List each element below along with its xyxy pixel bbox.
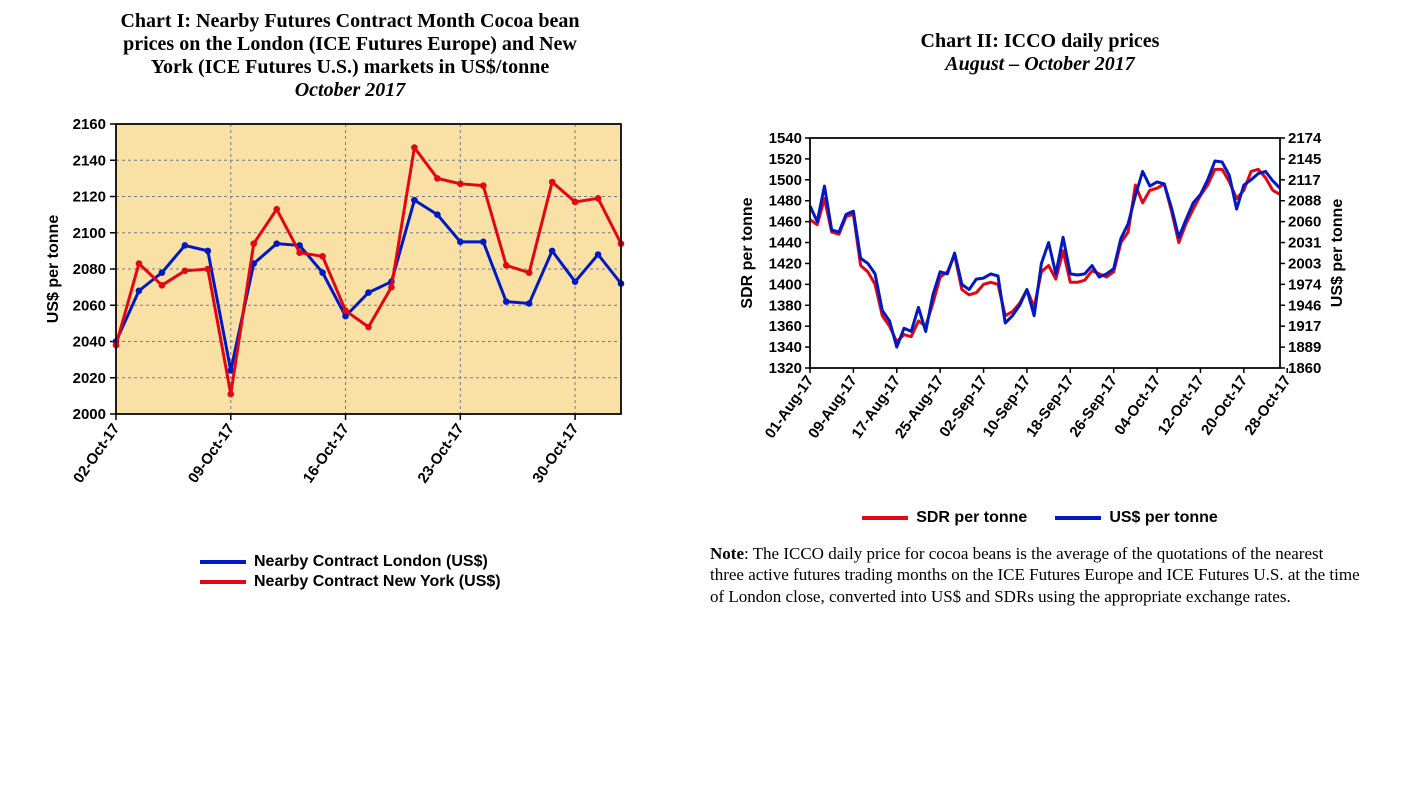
svg-text:2000: 2000 — [73, 406, 106, 423]
legend-item: Nearby Contract London (US$) — [200, 553, 488, 571]
svg-text:SDR per tonne: SDR per tonne — [739, 197, 756, 308]
chart2-plot: 1320 1340 1360 1380 1400 1420 1440 1460 1480 1500… — [710, 128, 1360, 498]
chart2-title: Chart II: ICCO daily pricesAugust – Octo… — [710, 30, 1370, 76]
svg-text:2060: 2060 — [73, 297, 106, 314]
note-text: : The ICCO daily price for cocoa beans i… — [710, 544, 1360, 606]
svg-text:2145: 2145 — [1288, 151, 1321, 168]
svg-text:1917: 1917 — [1288, 318, 1321, 335]
svg-text:1460: 1460 — [769, 214, 802, 231]
svg-text:1946: 1946 — [1288, 297, 1321, 314]
legend-swatch — [1055, 516, 1101, 520]
chart2-note: Note: The ICCO daily price for cocoa bea… — [710, 543, 1370, 607]
svg-text:2080: 2080 — [73, 261, 106, 278]
svg-text:02-Oct-17: 02-Oct-17 — [70, 421, 123, 487]
svg-text:1480: 1480 — [769, 193, 802, 210]
svg-text:1520: 1520 — [769, 151, 802, 168]
legend-swatch — [200, 580, 246, 584]
legend-label: US$ per tonne — [1109, 509, 1217, 527]
svg-text:2174: 2174 — [1288, 130, 1322, 147]
svg-text:1320: 1320 — [769, 360, 802, 377]
svg-text:2040: 2040 — [73, 334, 106, 351]
svg-text:2117: 2117 — [1288, 172, 1321, 189]
svg-text:1974: 1974 — [1288, 276, 1322, 293]
chart1-title-line: prices on the London (ICE Futures Europe… — [30, 33, 670, 56]
svg-text:US$ per tonne: US$ per tonne — [45, 215, 62, 324]
svg-text:2020: 2020 — [73, 370, 106, 387]
legend-label: Nearby Contract London (US$) — [254, 553, 488, 571]
chart1-title: Chart I: Nearby Futures Contract Month C… — [30, 10, 670, 102]
svg-text:1360: 1360 — [769, 318, 802, 335]
legend-label: SDR per tonne — [916, 509, 1027, 527]
chart2-legend: SDR per tonne US$ per tonne — [710, 509, 1370, 527]
legend-label: Nearby Contract New York (US$) — [254, 573, 501, 591]
page: Chart I: Nearby Futures Contract Month C… — [0, 0, 1402, 790]
legend-item: SDR per tonne — [862, 509, 1027, 527]
legend-swatch — [862, 516, 908, 520]
note-label: Note — [710, 544, 744, 563]
svg-text:2003: 2003 — [1288, 255, 1321, 272]
legend-swatch — [200, 560, 246, 564]
chart1-subtitle: October 2017 — [30, 79, 670, 102]
svg-text:09-Oct-17: 09-Oct-17 — [185, 421, 238, 487]
svg-text:2120: 2120 — [73, 189, 106, 206]
svg-text:1340: 1340 — [769, 339, 802, 356]
chart2-panel: Chart II: ICCO daily pricesAugust – Octo… — [710, 10, 1370, 607]
svg-text:2031: 2031 — [1288, 235, 1321, 252]
svg-text:16-Oct-17: 16-Oct-17 — [300, 421, 353, 487]
svg-text:1440: 1440 — [769, 235, 802, 252]
svg-text:2088: 2088 — [1288, 193, 1321, 210]
chart1-legend: Nearby Contract London (US$) Nearby Contr… — [30, 553, 670, 591]
svg-text:1500: 1500 — [769, 172, 802, 189]
svg-text:1380: 1380 — [769, 297, 802, 314]
svg-text:1420: 1420 — [769, 255, 802, 272]
chart1-title-line: Chart I: Nearby Futures Contract Month C… — [30, 10, 670, 33]
svg-text:2100: 2100 — [73, 225, 106, 242]
svg-text:1889: 1889 — [1288, 339, 1321, 356]
svg-text:1860: 1860 — [1288, 360, 1321, 377]
svg-text:1540: 1540 — [769, 130, 802, 147]
legend-item: US$ per tonne — [1055, 509, 1217, 527]
svg-text:US$ per tonne: US$ per tonne — [1329, 199, 1346, 308]
svg-text:1400: 1400 — [769, 276, 802, 293]
legend-item: Nearby Contract New York (US$) — [200, 573, 501, 591]
chart1-title-line: York (ICE Futures U.S.) markets in US$/t… — [30, 56, 670, 79]
chart2-subtitle: August – October 2017 — [710, 53, 1370, 76]
svg-text:30-Oct-17: 30-Oct-17 — [529, 421, 582, 487]
chart1-plot: 2000 2020 2040 2060 2080 2100 2120 2140 2160 02-O… — [30, 114, 650, 544]
chart2-title-line: Chart II: ICCO daily prices — [710, 30, 1370, 53]
chart1-panel: Chart I: Nearby Futures Contract Month C… — [30, 10, 670, 591]
svg-text:23-Oct-17: 23-Oct-17 — [414, 421, 467, 487]
svg-text:2140: 2140 — [73, 152, 106, 169]
svg-text:2060: 2060 — [1288, 214, 1321, 231]
svg-text:2160: 2160 — [73, 116, 106, 133]
